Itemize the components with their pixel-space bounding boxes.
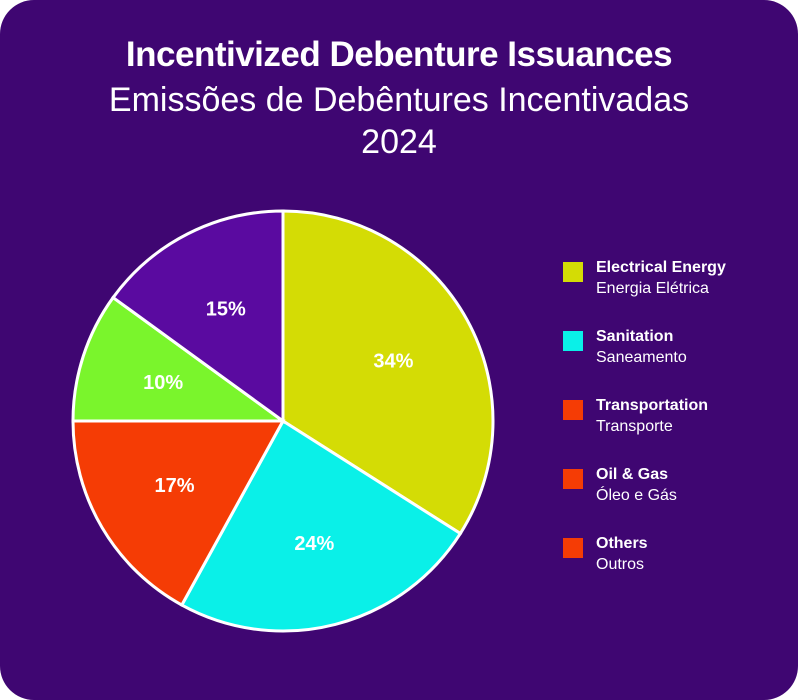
legend-label-en: Transportation [596, 397, 709, 414]
pie-slice-1 [179, 418, 463, 633]
pie-slice-4 [111, 209, 285, 424]
data-label: 34% [373, 350, 413, 372]
legend-label-pt: Outros [596, 556, 645, 573]
legend-label-en: Oil & Gas [596, 466, 669, 483]
pie-slice-2 [71, 419, 286, 608]
legend-swatch [563, 469, 583, 489]
chart-subtitle-year: 2024 [361, 123, 437, 161]
legend-item: Oil & Gas Óleo e Gás [563, 465, 783, 534]
data-label: 24% [294, 533, 334, 555]
legend-label-en: Electrical Energy [596, 259, 726, 276]
pie-slice-3 [71, 295, 288, 423]
data-label: 15% [206, 299, 246, 321]
chart-title: Incentivized Debenture Issuances [125, 35, 673, 74]
legend-swatch [563, 262, 583, 282]
legend-label-en: Sanitation [596, 328, 674, 345]
legend-text: Others Outros [596, 534, 648, 574]
legend-text: Transportation Transporte [596, 396, 708, 436]
legend: Electrical Energy Energia Elétrica Sanitat… [563, 258, 783, 603]
legend-text: Electrical Energy Energia Elétrica [596, 258, 726, 298]
pie-chart: 34% 24% 17% 10% 15% [71, 209, 495, 633]
legend-item: Sanitation Saneamento [563, 327, 783, 396]
legend-swatch [563, 538, 583, 558]
legend-label-pt: Energia Elétrica [596, 280, 709, 297]
legend-item: Transportation Transporte [563, 396, 783, 465]
legend-label-pt: Transporte [596, 418, 673, 435]
data-label: 10% [143, 372, 183, 394]
legend-text: Sanitation Saneamento [596, 327, 687, 367]
legend-item: Others Outros [563, 534, 783, 603]
legend-swatch [563, 331, 583, 351]
chart-subtitle: Emissões de Debêntures Incentivadas [108, 81, 690, 119]
legend-label-en: Others [596, 535, 648, 552]
legend-label-pt: Saneamento [596, 349, 687, 366]
legend-label-pt: Óleo e Gás [596, 487, 677, 504]
data-label: 17% [155, 475, 195, 497]
legend-text: Oil & Gas Óleo e Gás [596, 465, 677, 505]
legend-swatch [563, 400, 583, 420]
legend-item: Electrical Energy Energia Elétrica [563, 258, 783, 327]
